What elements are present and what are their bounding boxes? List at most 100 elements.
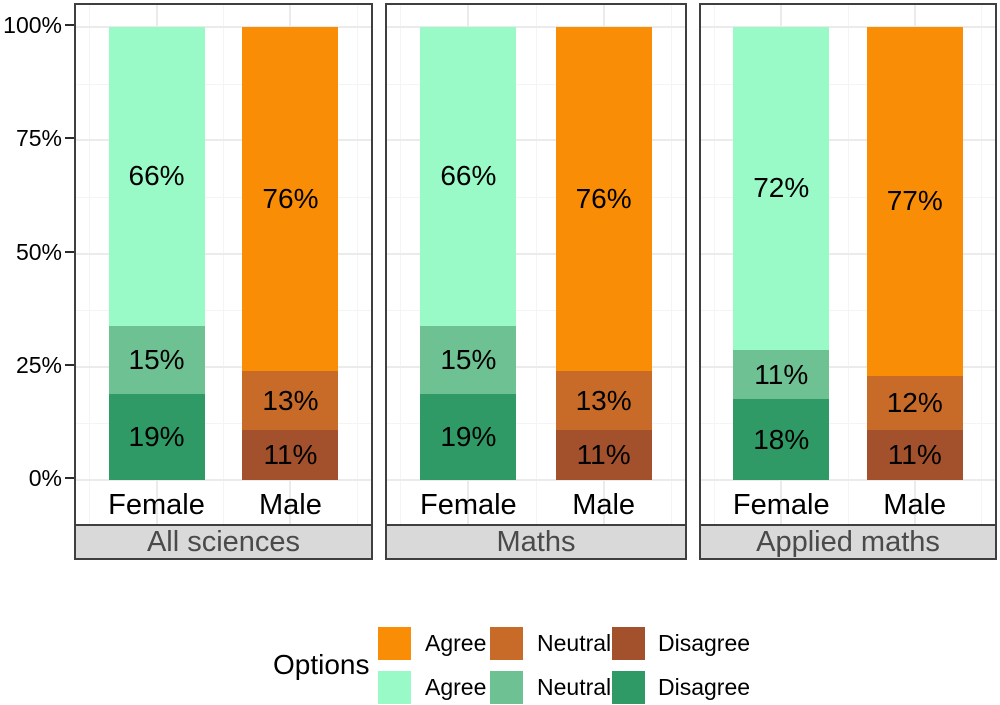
category-label: Male (572, 489, 636, 521)
category-label: Male (259, 489, 322, 521)
category-label: Male (883, 489, 947, 521)
bar-segment-label: 15% (128, 343, 185, 375)
bar-segment-label: 66% (128, 160, 185, 192)
gridline-major-horizontal (387, 479, 685, 481)
bar-segment-male-disagree: 11% (555, 430, 652, 480)
gridline-major-horizontal (387, 26, 685, 28)
bar-segment-male-agree: 77% (866, 27, 963, 376)
facet-panel: 18% 11% 72% Female 11% 12% 77% Male Applied math… (699, 3, 997, 560)
gridline-minor-horizontal (387, 310, 685, 312)
bar-segment-label: 76% (262, 183, 319, 215)
gridline-major-horizontal (76, 365, 371, 368)
facet-strip: All sciences (76, 524, 371, 558)
gridline-major-horizontal (701, 26, 995, 28)
bar-segment-female-neutral: 11% (733, 349, 830, 400)
facet-strip-label: All sciences (146, 525, 301, 558)
legend-title: Options (273, 649, 370, 680)
gridline-minor-vertical (981, 5, 983, 530)
y-tick-mark (65, 24, 74, 26)
gridline-minor-vertical (88, 5, 90, 530)
gridline-major-horizontal (701, 252, 995, 255)
y-tick-label: 100% (3, 12, 62, 38)
gridline-major-horizontal (701, 479, 995, 481)
y-tick-mark (65, 250, 74, 253)
bar-segment-label: 12% (886, 386, 943, 418)
gridline-minor-horizontal (387, 83, 685, 85)
gridline-major-horizontal (387, 365, 685, 368)
gridline-major-horizontal (701, 139, 995, 142)
gridline-minor-vertical (400, 5, 402, 530)
gridline-minor-horizontal (701, 83, 995, 85)
legend-swatch-agree (378, 671, 411, 704)
y-tick-label: 0% (28, 465, 62, 491)
gridline-minor-vertical (670, 5, 672, 530)
facet-strip-label: Applied maths (756, 525, 940, 558)
gridline-major-horizontal (387, 252, 685, 255)
bar-segment-label: 66% (440, 160, 497, 192)
bar-segment-female-agree: 66% (108, 27, 205, 326)
gridline-minor-horizontal (76, 83, 371, 85)
bar-segment-label: 11% (263, 439, 318, 471)
gridline-minor-horizontal (387, 423, 685, 425)
bar-segment-male-agree: 76% (242, 27, 339, 372)
bar-segment-female-agree: 72% (733, 27, 830, 350)
bar-segment-label: 13% (262, 384, 319, 416)
bar-segment-female-agree: 66% (420, 27, 517, 326)
legend-swatch-neutral (490, 627, 523, 660)
facet-strip: Maths (387, 524, 685, 558)
legend-swatch-disagree (612, 627, 645, 660)
bar-segment-label: 11% (887, 439, 942, 471)
legend-swatch-neutral (490, 671, 523, 704)
bar-segment-label: 19% (440, 420, 497, 452)
category-label: Female (419, 489, 517, 521)
bar-segment-label: 11% (576, 439, 631, 471)
gridline-minor-vertical (847, 5, 849, 530)
bar-segment-label: 13% (575, 384, 632, 416)
bar-segment-label: 72% (753, 172, 810, 204)
gridline-minor-horizontal (701, 423, 995, 425)
legend-swatch-disagree (612, 671, 645, 704)
bar-segment-male-neutral: 13% (555, 371, 652, 431)
bar-segment-label: 77% (886, 185, 943, 217)
legend-item-label: Disagree (658, 674, 751, 700)
y-tick-mark (65, 477, 74, 479)
facet-panel: 19% 15% 66% Female 11% 13% 76% Male Maths (385, 3, 687, 560)
gridline-minor-vertical (357, 5, 359, 530)
bar-segment-male-disagree: 11% (242, 430, 339, 480)
gridline-minor-horizontal (387, 196, 685, 198)
gridline-major-horizontal (76, 479, 371, 481)
bar-segment-female-neutral: 15% (420, 325, 517, 394)
gridline-major-horizontal (76, 139, 371, 142)
gridline-major-horizontal (387, 139, 685, 142)
gridline-major-horizontal (76, 26, 371, 28)
gridline-minor-horizontal (76, 310, 371, 312)
legend-item-label: Agree (425, 674, 487, 700)
bar-segment-label: 18% (753, 423, 810, 455)
category-label: Female (108, 489, 205, 521)
facet-strip: Applied maths (701, 524, 995, 558)
category-label: Female (732, 489, 830, 521)
facet-strip-label: Maths (496, 525, 576, 558)
legend-item-label: Neutral (537, 674, 612, 700)
gridline-minor-vertical (713, 5, 715, 530)
y-tick-label: 25% (15, 351, 62, 378)
bar-segment-label: 19% (128, 420, 185, 452)
gridline-major-horizontal (76, 252, 371, 255)
bar-segment-label: 11% (754, 358, 809, 390)
y-tick-mark (65, 363, 74, 366)
legend-item-label: Disagree (658, 630, 751, 656)
bar-segment-female-disagree: 19% (420, 393, 517, 480)
y-tick-label: 50% (15, 238, 62, 265)
bar-segment-label: 76% (575, 183, 632, 215)
gridline-minor-horizontal (701, 310, 995, 312)
y-tick-mark (65, 137, 74, 140)
gridline-minor-vertical (223, 5, 224, 530)
gridline-minor-horizontal (76, 196, 371, 198)
legend-item-label: Agree (425, 630, 487, 656)
y-tick-label: 75% (15, 125, 62, 152)
bar-segment-label: 15% (440, 343, 497, 375)
legend-item-label: Neutral (537, 630, 612, 656)
bar-segment-male-neutral: 12% (866, 375, 963, 431)
gridline-minor-horizontal (701, 196, 995, 198)
